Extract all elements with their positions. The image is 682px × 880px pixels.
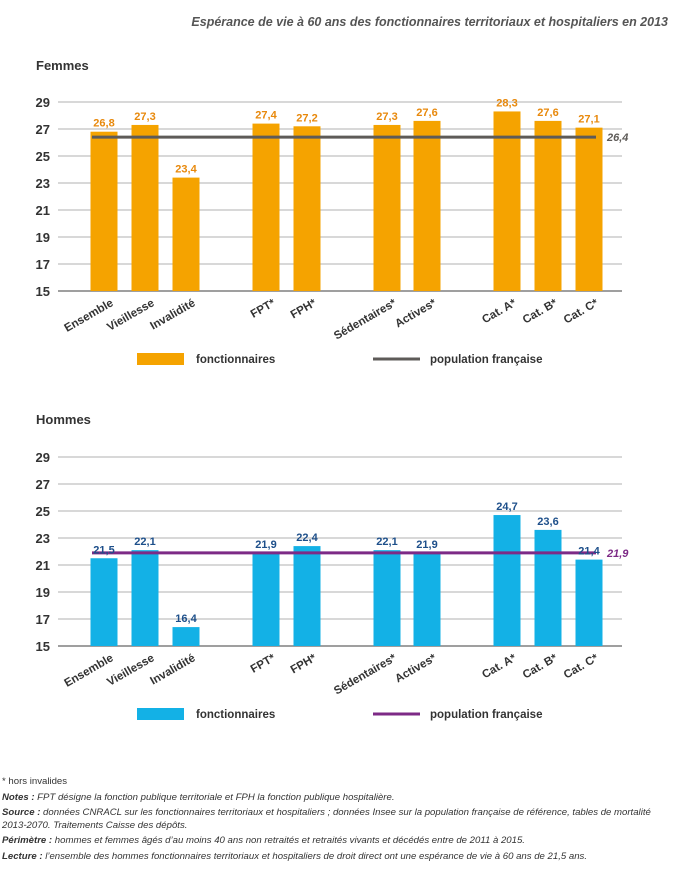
bar xyxy=(293,546,321,646)
panel-title-femmes: Femmes xyxy=(36,58,89,73)
bar xyxy=(252,123,280,291)
x-tick-label: Actives* xyxy=(393,297,439,330)
y-tick-label: 23 xyxy=(36,176,50,191)
bar xyxy=(493,111,521,291)
x-tick-label: Vieillesse xyxy=(105,652,156,689)
bar xyxy=(373,550,401,646)
y-tick-label: 25 xyxy=(36,504,50,519)
data-label: 27,2 xyxy=(296,112,317,124)
y-tick-label: 17 xyxy=(36,612,50,627)
bar xyxy=(172,627,200,646)
bar xyxy=(493,515,521,646)
y-tick-label: 21 xyxy=(36,203,50,218)
bar xyxy=(131,550,159,646)
data-label: 21,9 xyxy=(416,539,437,551)
x-tick-label: Cat. A* xyxy=(480,297,519,326)
note-hors-invalides: * hors invalides xyxy=(2,776,68,787)
data-label: 27,4 xyxy=(255,110,277,122)
bar xyxy=(131,124,159,291)
chart-title: Espérance de vie à 60 ans des fonctionna… xyxy=(191,15,668,29)
data-label: 23,6 xyxy=(537,516,558,528)
data-label: 24,7 xyxy=(496,501,517,513)
y-tick-label: 17 xyxy=(36,257,50,272)
x-tick-label: Cat. B* xyxy=(521,297,560,327)
x-tick-label: Cat. C* xyxy=(562,652,601,682)
data-label: 21,4 xyxy=(578,546,600,558)
legend-swatch-bars xyxy=(137,708,184,720)
bar xyxy=(534,529,562,646)
y-tick-label: 15 xyxy=(36,284,50,299)
bar xyxy=(373,124,401,291)
bar xyxy=(172,177,200,291)
x-tick-label: FPT* xyxy=(249,652,278,676)
x-tick-label: Sédentaires* xyxy=(332,297,399,342)
y-tick-label: 15 xyxy=(36,639,50,654)
data-label: 21,5 xyxy=(93,544,114,556)
notes-block: * hors invalides Notes : FPT désigne la … xyxy=(2,776,678,867)
bar xyxy=(252,552,280,646)
x-tick-label: Actives* xyxy=(393,652,439,685)
x-tick-label: Invalidité xyxy=(148,297,197,332)
note-notes: Notes : FPT désigne la fonction publique… xyxy=(2,791,395,803)
bar xyxy=(293,126,321,291)
data-label: 27,3 xyxy=(376,111,397,123)
data-label: 28,3 xyxy=(496,97,517,109)
x-tick-label: Cat. C* xyxy=(562,297,601,327)
bar xyxy=(413,552,441,646)
y-tick-label: 29 xyxy=(36,95,50,110)
bar xyxy=(90,131,118,291)
x-tick-label: Cat. A* xyxy=(480,652,519,681)
x-tick-label: Cat. B* xyxy=(521,652,560,682)
legend-label-bars: fonctionnaires xyxy=(196,354,275,366)
data-label: 22,1 xyxy=(376,536,397,548)
data-label: 16,4 xyxy=(175,613,197,625)
chart-hommes: 15 17 19 21 23 25 27 29 21,9 21,5 22,1 16,4 21,9 22,4… xyxy=(36,450,630,721)
x-tick-label: Invalidité xyxy=(148,652,197,687)
y-tick-label: 19 xyxy=(36,585,50,600)
x-tick-label: Vieillesse xyxy=(105,297,156,334)
legend-swatch-bars xyxy=(137,353,184,365)
note-lecture: Lecture : l’ensemble des hommes fonction… xyxy=(2,850,588,862)
y-tick-label: 21 xyxy=(36,558,50,573)
x-tick-label: FPH* xyxy=(289,297,319,321)
bar xyxy=(534,120,562,292)
x-tick-label: FPH* xyxy=(289,652,319,676)
y-tick-label: 29 xyxy=(36,450,50,465)
bar xyxy=(575,559,603,646)
x-tick-label: FPT* xyxy=(249,297,278,321)
bar xyxy=(413,120,441,292)
legend-label-line: population française xyxy=(430,354,542,366)
bar xyxy=(90,558,118,646)
y-tick-label: 27 xyxy=(36,477,50,492)
y-tick-label: 25 xyxy=(36,149,50,164)
x-tick-label: Sédentaires* xyxy=(332,652,399,697)
data-label: 23,4 xyxy=(175,164,197,176)
data-label: 27,6 xyxy=(416,107,437,119)
y-tick-label: 27 xyxy=(36,122,50,137)
note-source: Source : données CNRACL sur les fonction… xyxy=(2,807,651,831)
bar xyxy=(575,127,603,292)
data-label: 26,8 xyxy=(93,118,114,130)
data-label: 27,6 xyxy=(537,107,558,119)
chart-femmes: 15 17 19 21 23 25 27 29 26,4 26,8 27,3 23,4 27,4 27,2… xyxy=(36,95,629,366)
y-tick-label: 19 xyxy=(36,230,50,245)
reference-line-label: 21,9 xyxy=(606,548,629,560)
note-perimetre: Périmètre : hommes et femmes âgés d’au m… xyxy=(2,835,525,847)
reference-line-label: 26,4 xyxy=(606,132,628,144)
panel-title-hommes: Hommes xyxy=(36,412,91,427)
legend-label-bars: fonctionnaires xyxy=(196,709,275,721)
y-tick-label: 23 xyxy=(36,531,50,546)
legend-label-line: population française xyxy=(430,709,542,721)
data-label: 27,3 xyxy=(134,111,155,123)
data-label: 21,9 xyxy=(255,539,276,551)
data-label: 22,1 xyxy=(134,536,155,548)
data-label: 22,4 xyxy=(296,532,318,544)
data-label: 27,1 xyxy=(578,114,599,126)
